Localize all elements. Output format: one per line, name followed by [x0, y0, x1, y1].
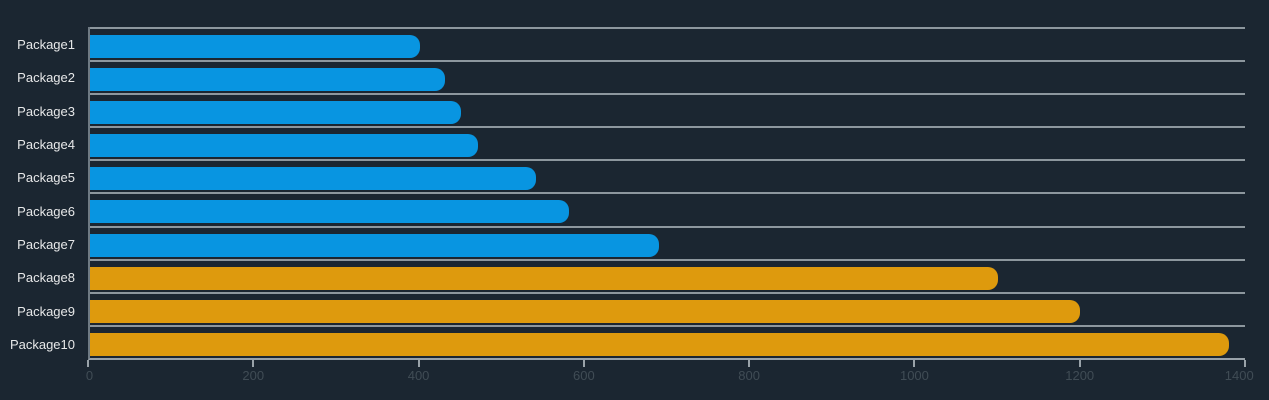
category-label: Package10 — [9, 336, 75, 352]
category-label: Package9 — [17, 303, 75, 319]
category-label: Package6 — [17, 203, 75, 219]
bar-row — [90, 159, 1245, 192]
category-label: Package7 — [17, 236, 75, 252]
bar-package1 — [90, 35, 420, 58]
x-tick-mark — [1078, 360, 1081, 367]
x-tick-mark — [582, 360, 585, 367]
category-label: Package2 — [17, 70, 75, 86]
bar-package4 — [90, 134, 478, 158]
bar-package9 — [90, 299, 1080, 323]
x-tick-label: 400 — [407, 368, 430, 383]
category-label: Package8 — [17, 270, 75, 286]
x-axis: 0 200 400 600 800 1000 1200 1400 — [85, 360, 1254, 400]
bar-package6 — [90, 200, 569, 224]
x-tick-label: 1400 — [1224, 368, 1254, 383]
x-tick-mark — [1244, 360, 1246, 367]
bar-row — [90, 192, 1245, 225]
x-tick-label: 600 — [572, 368, 595, 383]
bar-package7 — [90, 233, 660, 257]
category-label: Package1 — [17, 37, 75, 53]
bar-row — [90, 60, 1245, 93]
x-tick-label: 1200 — [1065, 368, 1095, 383]
category-label: Package3 — [17, 103, 75, 119]
category-label: Package4 — [17, 137, 75, 153]
bar-package5 — [90, 167, 536, 191]
bar-row — [90, 324, 1245, 358]
bar-row — [90, 291, 1245, 325]
x-tick-label: 800 — [738, 368, 760, 383]
bar-package3 — [90, 101, 462, 125]
x-tick-label: 1000 — [899, 368, 929, 383]
x-tick-label: 0 — [85, 368, 94, 383]
bar-row — [90, 258, 1245, 292]
bar-package8 — [90, 266, 998, 290]
y-axis-category-labels: Package1 Package2 Package3 Package4 Package5… — [0, 27, 75, 360]
category-label: Package5 — [17, 170, 75, 186]
x-tick-label: 200 — [242, 368, 265, 383]
bar-row — [90, 27, 1245, 60]
plot-area — [88, 27, 1245, 360]
x-tick-mark — [252, 360, 255, 367]
x-tick-mark — [417, 360, 420, 367]
bar-row — [90, 126, 1245, 159]
x-tick-mark — [748, 360, 751, 367]
bar-row — [90, 225, 1245, 259]
x-tick-mark — [913, 360, 916, 367]
bar-package2 — [90, 68, 445, 92]
bar-row — [90, 93, 1245, 126]
bar-package10 — [90, 332, 1229, 356]
x-tick-mark — [87, 360, 89, 367]
